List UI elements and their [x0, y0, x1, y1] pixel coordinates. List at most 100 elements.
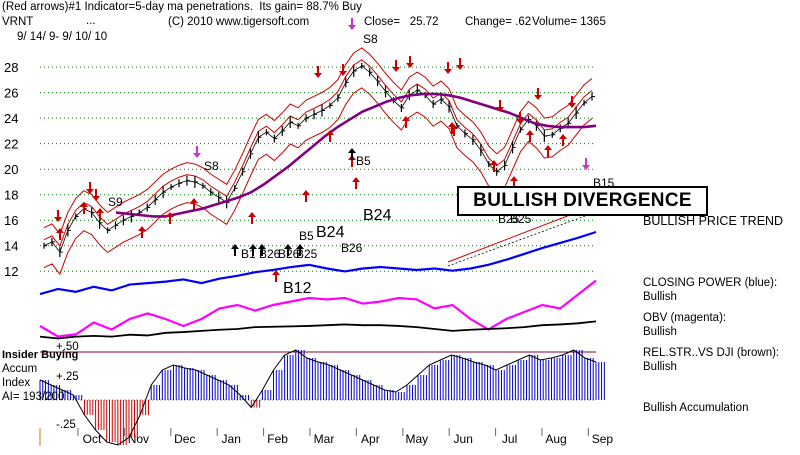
insider-buying-label: Insider Buying — [2, 349, 79, 361]
closing-power-status: Bullish — [643, 291, 677, 303]
buy-arrow — [450, 124, 458, 136]
buy-signal-label: B25 — [296, 247, 318, 261]
sell-arrow — [496, 100, 504, 112]
buy-arrow — [348, 148, 356, 160]
buy-arrow — [138, 226, 146, 238]
x-tick-label: Jul — [502, 432, 517, 446]
header-line1: (Red arrows)#1 Indicator=5-day ma penetr… — [2, 1, 362, 13]
obv-status: Bullish — [643, 326, 677, 338]
buy-signal-label-large: B24 — [363, 207, 392, 224]
y-tick-label: 16 — [4, 213, 18, 228]
date-range: 9/ 14/ 9- 9/ 10/ 10 — [17, 31, 108, 43]
inner-band — [43, 59, 593, 248]
x-tick-label: Feb — [267, 432, 288, 446]
lower-band — [43, 87, 593, 276]
ai-label: AI= 193/200 — [2, 391, 65, 403]
buy-arrow — [80, 202, 88, 214]
close-value: Close= 25.72 — [364, 16, 439, 28]
obv-line — [39, 279, 597, 338]
buy-arrow — [348, 155, 356, 167]
x-tick-label: Jun — [454, 432, 473, 446]
buy-arrow — [526, 130, 534, 142]
sell-arrow — [54, 210, 62, 222]
sell-arrow — [92, 189, 100, 201]
buy-arrow — [352, 177, 360, 189]
buy-signal-label: B12 — [283, 280, 312, 297]
sell-arrow — [582, 158, 590, 170]
x-tick-label: Sep — [592, 432, 614, 446]
sell-arrow — [456, 58, 464, 70]
sell-signal-label: S8 — [363, 32, 378, 46]
index-label: Index — [2, 377, 31, 389]
upper-band — [43, 47, 593, 236]
buy-arrow — [490, 160, 498, 172]
y-tick-label: 22 — [4, 137, 18, 152]
buy-arrow — [559, 134, 567, 146]
buy-arrow — [56, 228, 64, 240]
sell-arrow — [339, 64, 347, 76]
y-tick-label: 12 — [4, 264, 18, 279]
buy-signal-label: B26 — [259, 247, 281, 261]
volume-value: Volume= 1365 — [532, 16, 606, 28]
buy-arrow — [231, 244, 239, 256]
buy-arrow — [190, 198, 198, 210]
sell-arrow — [348, 18, 356, 30]
long-moving-average — [115, 92, 597, 218]
plus25-label: +.25 — [56, 371, 79, 383]
plus50-label: +.50 — [56, 341, 79, 353]
buy-signal-label: B26 — [341, 241, 363, 255]
x-tick-label: Aug — [545, 432, 566, 446]
x-tick-label: Nov — [128, 432, 149, 446]
accum-label: Accum — [2, 363, 38, 375]
change-value: Change= .62 — [465, 16, 532, 28]
x-tick-label: May — [405, 432, 428, 446]
buy-arrow — [272, 270, 280, 282]
buy-arrow — [248, 212, 256, 224]
y-tick-label: 18 — [4, 188, 18, 203]
buy-arrow — [402, 116, 410, 128]
buy-arrow — [166, 212, 174, 224]
buy-arrow — [96, 208, 104, 220]
sell-signal-label: S9 — [108, 195, 123, 209]
sell-arrow — [516, 112, 524, 124]
relstr-label: REL.STR..VS DJI (brown): — [643, 347, 780, 359]
sell-arrow — [444, 62, 452, 74]
buy-signal-label: B5 — [299, 229, 314, 243]
buy-arrow — [249, 244, 257, 256]
ticker: VRNT — [2, 16, 34, 28]
ticker-dots: ... — [86, 15, 96, 27]
relstr-status: Bullish — [643, 361, 677, 373]
y-tick-label: 14 — [4, 239, 18, 254]
buy-signal-label: B5 — [356, 154, 371, 168]
buy-arrow — [284, 244, 292, 256]
sell-arrow — [314, 66, 322, 78]
sell-arrow — [406, 56, 414, 68]
y-tick-label: 28 — [4, 60, 18, 75]
sell-arrow — [534, 88, 542, 100]
accum-index-line — [39, 349, 597, 446]
y-tick-label: 24 — [4, 111, 18, 126]
accumulation-label: Bullish Accumulation — [643, 402, 749, 414]
buy-arrow — [510, 176, 518, 188]
buy-signal-label: B24 — [316, 224, 345, 241]
sell-signal-label: S8 — [204, 159, 219, 173]
x-tick-label: Jan — [222, 432, 241, 446]
x-tick-label: Oct — [83, 432, 102, 446]
x-tick-label: Dec — [174, 432, 195, 446]
sell-arrow — [193, 146, 201, 158]
buy-arrow — [296, 244, 304, 256]
x-tick-label: Mar — [314, 432, 335, 446]
buy-arrow — [326, 130, 334, 142]
obv-label: OBV (magenta): — [643, 312, 727, 324]
sell-arrow — [86, 182, 94, 194]
buy-arrow — [544, 145, 552, 157]
x-tick-label: Apr — [361, 432, 380, 446]
sell-arrow — [392, 60, 400, 72]
minus25-label: -.25 — [56, 419, 76, 431]
buy-arrow — [302, 190, 310, 202]
bullish-divergence-callout: BULLISH DIVERGENCE — [457, 186, 708, 216]
closing-power-label: CLOSING POWER (blue): — [643, 277, 778, 289]
y-tick-label: 26 — [4, 86, 18, 101]
